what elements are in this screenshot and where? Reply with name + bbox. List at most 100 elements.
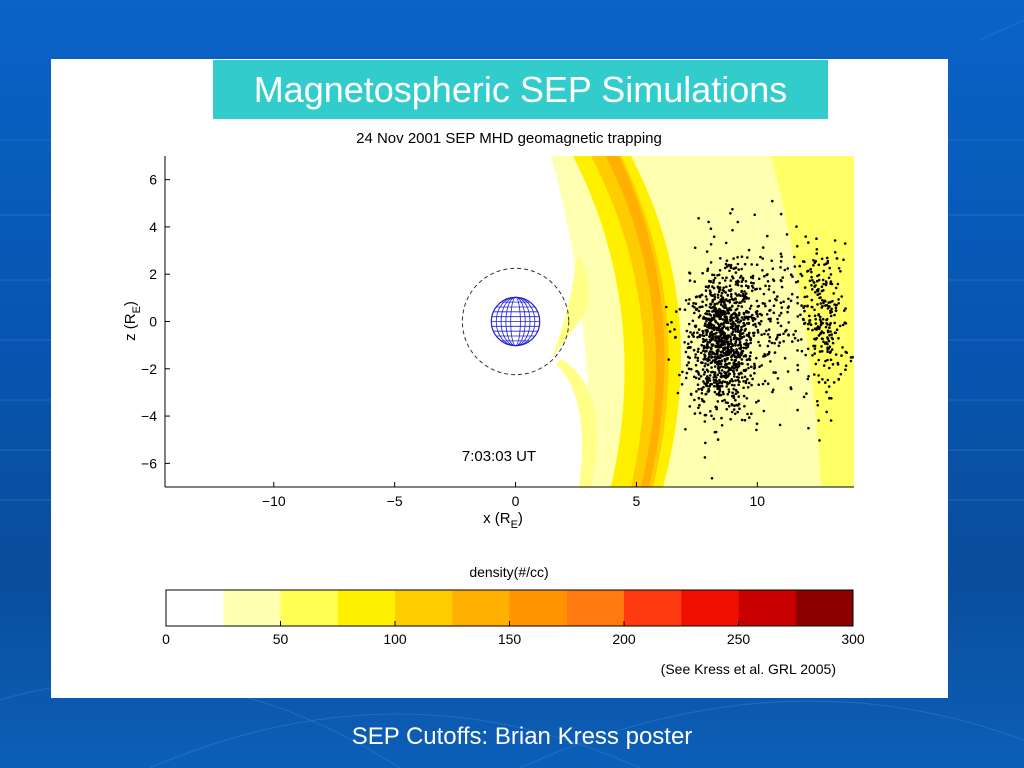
sep-particle [729,308,733,312]
sep-particle [710,366,713,369]
sep-particle [691,333,694,337]
sep-particle [720,297,724,300]
sep-particle [746,412,749,416]
sep-particle [716,367,720,370]
sep-particle [743,354,747,358]
sep-particle [776,321,780,325]
sep-particle [835,328,839,332]
sep-particle [772,279,776,282]
sep-particle [837,377,840,381]
sep-particle [844,307,847,310]
sep-particle [838,324,842,328]
sep-particle [668,330,672,333]
sep-particle [750,412,753,416]
sep-particle [718,337,721,341]
sep-particle [820,289,824,293]
sep-particle [747,297,750,300]
sep-particle [826,358,829,362]
y-tick-label: 2 [149,266,157,282]
sep-particle [709,261,713,264]
sep-particle [772,304,776,307]
density-colorbar: 0 50 100 150 200 250 300 [162,589,865,647]
sep-particle [722,392,725,396]
sep-particle [687,322,691,326]
sep-particle [717,273,721,277]
sep-particle [674,336,677,339]
sep-particle [761,382,765,386]
sep-particle [705,345,708,349]
sep-particle [817,419,820,422]
sep-particle [806,347,810,351]
sep-particle [771,199,774,203]
sep-particle [816,303,819,306]
sep-particle [826,307,830,310]
sep-particle [800,349,804,353]
sep-particle [731,366,734,369]
sep-particle [771,390,774,394]
sep-particle [796,349,799,352]
sep-particle [743,342,746,346]
sep-particle [743,323,747,327]
sep-particle [734,271,738,274]
sep-particle [692,331,696,335]
sep-particle [769,319,772,323]
sep-particle [767,328,771,331]
sep-particle [692,335,695,338]
sep-particle [749,351,752,354]
sep-particle [833,321,836,325]
sep-particle [833,331,837,335]
sep-particle [742,321,745,325]
sep-particle [703,370,707,374]
sep-particle [699,351,703,355]
sep-particle [762,292,766,296]
sep-particle [816,325,820,328]
sep-particle [723,279,727,282]
sep-particle [696,359,700,362]
sep-particle [740,376,744,379]
density-field [551,156,854,487]
x-tick-label: 10 [750,493,766,509]
sep-particle [709,339,713,342]
sep-particle [714,321,718,324]
sep-particle [732,394,735,398]
y-tick-label: −2 [141,361,157,377]
sep-particle [768,299,771,303]
sep-particle [726,326,729,330]
sep-particle [716,285,720,288]
y-tick-label: −4 [141,408,157,424]
sep-particle [701,300,704,303]
sep-particle [737,362,741,366]
sep-particle [693,412,697,415]
sep-particle [815,248,819,251]
sep-particle [735,307,739,311]
sep-particle [712,351,715,355]
sep-particle [745,310,748,314]
sep-particle [724,262,728,266]
sep-particle [700,392,704,395]
sep-particle [702,385,705,389]
sep-particle [712,417,716,421]
sep-particle [696,331,699,335]
sep-particle [740,358,744,361]
sep-particle [756,328,760,332]
sep-particle [813,285,816,288]
sep-particle [701,334,704,337]
sep-particle [748,307,752,310]
sep-particle [803,286,807,289]
sep-particle [719,345,723,349]
sep-particle [718,356,722,360]
colorbar-bin [738,590,797,626]
sep-particle [721,399,724,403]
sep-particle [779,266,782,269]
sep-particle [752,334,756,337]
sep-particle [750,383,753,387]
sep-particle [818,296,821,300]
sep-particle [744,368,748,372]
sep-particle [718,307,721,311]
sep-particle [841,346,844,349]
sep-particle [729,279,733,282]
sep-particle [778,341,782,344]
x-tick-label: −5 [387,493,403,509]
sep-particle [706,379,710,382]
sep-particle [705,312,709,316]
